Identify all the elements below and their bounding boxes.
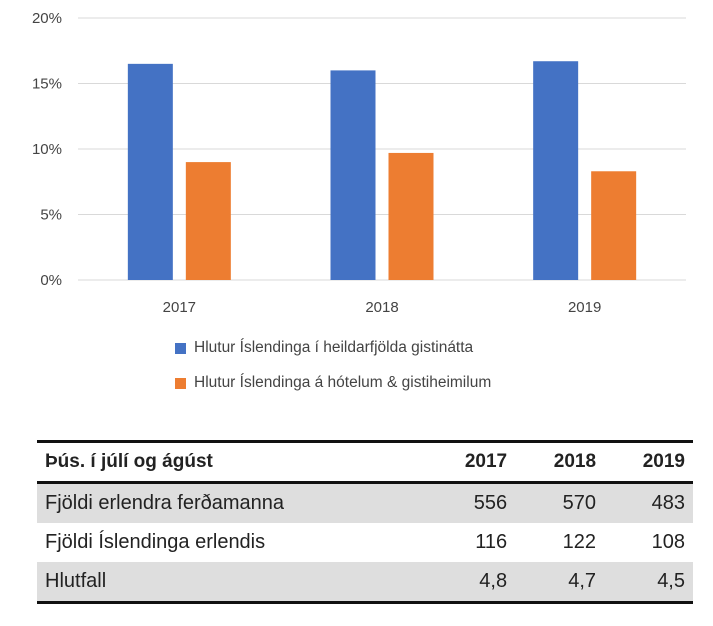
cell-value: 4,8 bbox=[479, 570, 508, 592]
legend-item-series-2: Hlutur Íslendinga á hótelum & gistiheimi… bbox=[175, 374, 491, 392]
row-label: Hlutfall bbox=[45, 570, 107, 592]
y-tick-label: 5% bbox=[40, 207, 62, 224]
y-tick-label: 10% bbox=[32, 141, 62, 158]
gridlines bbox=[78, 17, 686, 281]
bars bbox=[127, 61, 637, 281]
bar-2018-series-1 bbox=[330, 70, 376, 281]
x-axis-ticks: 2017 2018 2019 bbox=[163, 299, 602, 316]
row-label: Fjöldi erlendra ferðamanna bbox=[45, 492, 285, 514]
legend-swatch-orange bbox=[175, 377, 186, 389]
y-tick-label: 15% bbox=[32, 76, 62, 93]
bar-2018-series-2 bbox=[388, 152, 434, 280]
x-tick-label: 2019 bbox=[568, 299, 601, 316]
bar-chart: 0% 5% 10% 15% 20% 2017 2018 2019 bbox=[32, 10, 686, 316]
legend-label-series-1: Hlutur Íslendinga í heildarfjölda gistin… bbox=[194, 339, 474, 356]
y-axis-ticks: 0% 5% 10% 15% 20% bbox=[32, 10, 62, 289]
cell-value: 4,7 bbox=[568, 570, 597, 592]
x-tick-label: 2017 bbox=[163, 299, 196, 316]
data-table: Þús. í júlí og ágúst 2017 2018 2019 Fjöl… bbox=[37, 440, 693, 604]
cell-value: 4,5 bbox=[657, 570, 685, 592]
cell-value: 116 bbox=[475, 531, 508, 553]
bar-2017-series-1 bbox=[127, 63, 173, 280]
bar-2019-series-1 bbox=[533, 61, 579, 281]
bar-2017-series-2 bbox=[185, 162, 231, 280]
table-row: Hlutfall 4,8 4,7 4,5 bbox=[37, 562, 693, 603]
cell-value: 122 bbox=[562, 531, 597, 553]
legend-label-series-2: Hlutur Íslendinga á hótelum & gistiheimi… bbox=[194, 374, 492, 391]
table-header-2017: 2017 bbox=[464, 451, 508, 472]
y-tick-label: 20% bbox=[32, 10, 62, 27]
table-header-row: Þús. í júlí og ágúst 2017 2018 2019 bbox=[37, 441, 693, 483]
cell-value: 483 bbox=[651, 492, 685, 514]
cell-value: 556 bbox=[473, 492, 508, 514]
legend-swatch-blue bbox=[175, 342, 186, 354]
x-tick-label: 2018 bbox=[365, 299, 398, 316]
row-label: Fjöldi Íslendinga erlendis bbox=[45, 531, 266, 553]
cell-value: 570 bbox=[562, 492, 597, 514]
cell-value: 108 bbox=[651, 531, 685, 553]
legend-item-series-1: Hlutur Íslendinga í heildarfjölda gistin… bbox=[175, 339, 473, 357]
table-row: Fjöldi erlendra ferðamanna 556 570 483 bbox=[37, 482, 693, 523]
bar-2019-series-2 bbox=[591, 171, 637, 280]
table-row: Fjöldi Íslendinga erlendis 116 122 108 bbox=[37, 523, 693, 562]
table-header-label: Þús. í júlí og ágúst bbox=[45, 451, 213, 472]
table-header-2019: 2019 bbox=[642, 451, 685, 472]
table-header-2018: 2018 bbox=[553, 451, 597, 472]
y-tick-label: 0% bbox=[40, 272, 62, 289]
